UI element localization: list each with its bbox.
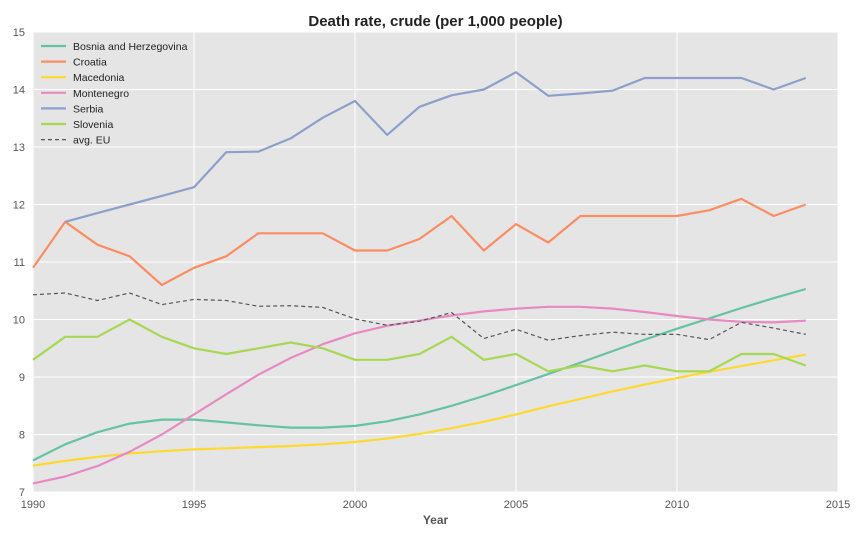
x-tick-label: 2010	[665, 499, 689, 511]
legend-label: Macedonia	[73, 72, 125, 84]
x-tick-label: 2005	[504, 499, 528, 511]
y-tick-label: 13	[13, 142, 25, 154]
legend-label: Serbia	[73, 103, 104, 115]
y-tick-label: 12	[13, 200, 25, 212]
x-tick-label: 2000	[343, 499, 367, 511]
axis-ticks: 1990 1995 2000 2005 2010 2015 7 8 9 10 11 12 13 14 15	[13, 27, 850, 511]
x-axis-label: Year	[423, 513, 449, 527]
legend-label: avg. EU	[73, 135, 110, 147]
y-tick-label: 11	[14, 257, 25, 269]
legend-label: Slovenia	[73, 119, 113, 131]
legend: Bosnia and Herzegovina Croatia Macedonia Mo…	[41, 41, 188, 147]
y-tick-label: 14	[13, 85, 25, 97]
y-tick-label: 15	[13, 27, 25, 39]
y-tick-label: 7	[19, 487, 25, 499]
x-tick-label: 2015	[826, 499, 850, 511]
y-tick-label: 9	[19, 372, 25, 384]
legend-label: Bosnia and Herzegovina	[73, 41, 188, 53]
x-tick-label: 1995	[182, 499, 206, 511]
x-tick-label: 1990	[21, 499, 45, 511]
legend-label: Montenegro	[73, 88, 129, 100]
series-lines	[32, 71, 807, 485]
series-line-0	[32, 287, 807, 462]
series-line-2	[32, 353, 806, 467]
series-line-6	[32, 292, 806, 341]
series-line-4	[64, 71, 807, 223]
series-line-1	[32, 197, 807, 287]
legend-label: Croatia	[73, 57, 107, 69]
y-tick-label: 10	[13, 315, 25, 327]
y-tick-label: 8	[19, 430, 25, 442]
chart-title: Death rate, crude (per 1,000 people)	[308, 13, 562, 30]
series-line-5	[32, 318, 807, 373]
